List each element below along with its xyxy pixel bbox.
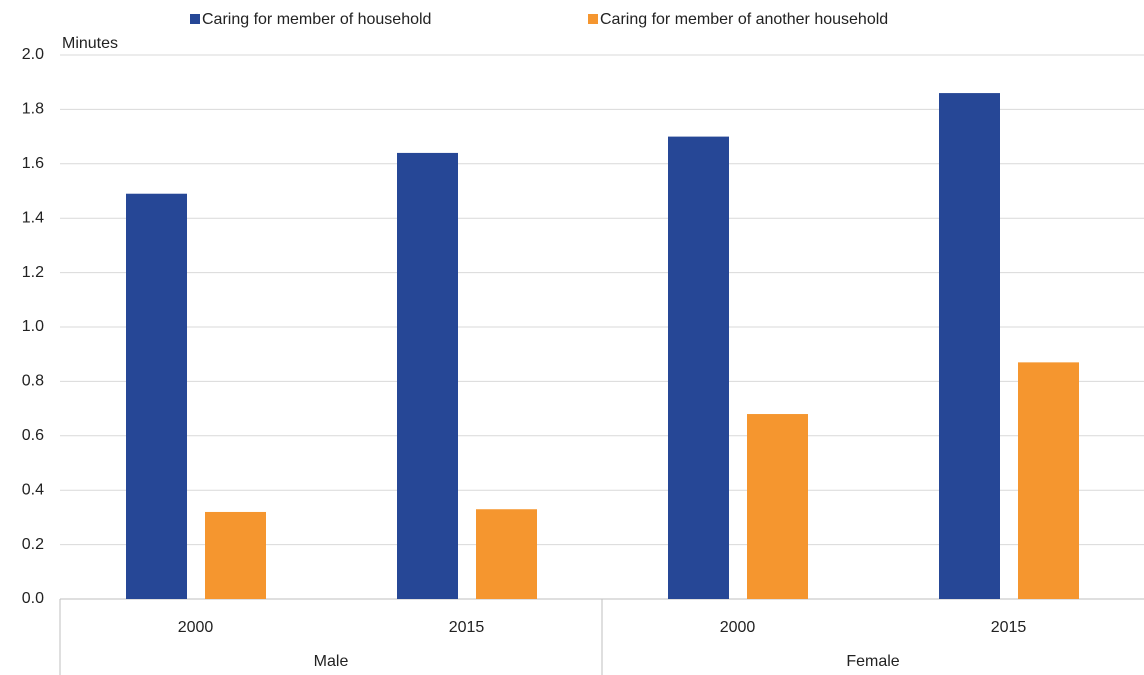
bar (668, 136, 729, 599)
legend-swatch (190, 14, 200, 24)
y-tick-label: 0.8 (22, 373, 44, 390)
bar (205, 511, 266, 599)
y-tick-label: 1.4 (22, 209, 44, 226)
bar (126, 193, 187, 599)
y-tick-label: 0.6 (22, 427, 44, 444)
group-label: Male (314, 653, 349, 670)
legend-label: Caring for member of another household (600, 11, 888, 28)
bar (1018, 362, 1079, 599)
y-tick-label: 1.6 (22, 155, 44, 172)
bar (939, 93, 1000, 599)
legend-swatch (588, 14, 598, 24)
x-tick-label: 2000 (178, 619, 214, 636)
y-tick-label: 0.4 (22, 481, 44, 498)
x-tick-label: 2015 (449, 619, 485, 636)
y-tick-label: 1.0 (22, 318, 44, 335)
y-tick-label: 1.8 (22, 101, 44, 118)
x-tick-label: 2000 (720, 619, 756, 636)
group-label: Female (846, 653, 899, 670)
bar (476, 509, 537, 599)
legend-label: Caring for member of household (202, 11, 431, 28)
y-tick-label: 1.2 (22, 264, 44, 281)
y-tick-label: 2.0 (22, 46, 44, 63)
y-tick-label: 0.0 (22, 590, 44, 607)
x-tick-label: 2015 (991, 619, 1027, 636)
bar (397, 152, 458, 600)
y-tick-label: 0.2 (22, 536, 44, 553)
y-axis-label: Minutes (62, 35, 118, 52)
bar (747, 414, 808, 599)
